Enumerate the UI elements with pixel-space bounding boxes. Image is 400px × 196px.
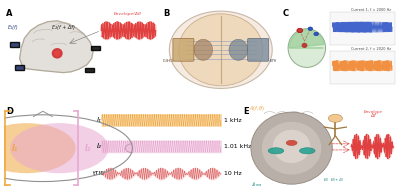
Text: 10 Hz: 10 Hz — [224, 171, 241, 176]
Polygon shape — [289, 30, 324, 48]
Circle shape — [169, 11, 272, 88]
FancyBboxPatch shape — [10, 42, 19, 47]
Text: $E_{TH}$: $E_{TH}$ — [269, 57, 278, 65]
Polygon shape — [20, 21, 93, 73]
Ellipse shape — [10, 123, 109, 173]
Text: D: D — [6, 107, 13, 116]
Text: $E_0\ \ E_0\!+\!\mathcal{E}_0$: $E_0\ \ E_0\!+\!\mathcal{E}_0$ — [323, 177, 344, 184]
Ellipse shape — [194, 39, 213, 60]
Circle shape — [308, 27, 313, 30]
Ellipse shape — [262, 122, 321, 174]
Ellipse shape — [229, 39, 248, 60]
Text: I₂: I₂ — [96, 143, 101, 149]
Text: $\Delta f$: $\Delta f$ — [370, 111, 378, 119]
Text: tTIS: tTIS — [93, 171, 105, 176]
Text: 1.01 kHz: 1.01 kHz — [224, 144, 251, 149]
Ellipse shape — [179, 14, 263, 86]
Circle shape — [314, 32, 318, 36]
Ellipse shape — [54, 50, 60, 56]
Ellipse shape — [52, 48, 63, 59]
Text: I₁: I₁ — [12, 144, 18, 153]
Text: 1 kHz: 1 kHz — [224, 118, 241, 122]
Text: Current 2, f = 2020 Hz: Current 2, f = 2020 Hz — [351, 47, 391, 51]
Text: $\mathcal{E}_{trea}$: $\mathcal{E}_{trea}$ — [251, 180, 262, 189]
Text: E: E — [243, 107, 249, 116]
Text: Current 1, f = 2000 Hz: Current 1, f = 2000 Hz — [351, 8, 391, 12]
Text: $A(f,\theta)$: $A(f,\theta)$ — [249, 104, 266, 113]
FancyBboxPatch shape — [330, 51, 395, 84]
FancyBboxPatch shape — [15, 64, 24, 70]
FancyBboxPatch shape — [248, 38, 269, 61]
Circle shape — [297, 28, 303, 33]
FancyBboxPatch shape — [330, 13, 395, 45]
Text: E₁(f): E₁(f) — [8, 25, 19, 30]
Ellipse shape — [251, 112, 332, 184]
Text: A: A — [6, 8, 12, 17]
Circle shape — [328, 114, 342, 122]
Ellipse shape — [302, 43, 308, 48]
Text: I₂: I₂ — [84, 144, 91, 153]
Text: Envelope: Envelope — [364, 110, 383, 114]
FancyBboxPatch shape — [91, 46, 100, 50]
Ellipse shape — [268, 148, 284, 154]
Text: I₁: I₁ — [96, 117, 101, 123]
Polygon shape — [288, 29, 326, 67]
Ellipse shape — [300, 148, 315, 154]
FancyBboxPatch shape — [85, 68, 94, 72]
Ellipse shape — [0, 123, 76, 173]
FancyBboxPatch shape — [173, 38, 194, 61]
Ellipse shape — [286, 140, 297, 145]
Text: E₂(f + Δf): E₂(f + Δf) — [52, 25, 75, 30]
Text: Envelope(Δf): Envelope(Δf) — [114, 12, 142, 16]
Text: $I_1(H_1)$: $I_1(H_1)$ — [162, 57, 175, 65]
Text: C: C — [282, 8, 288, 17]
Text: B: B — [164, 8, 170, 17]
Ellipse shape — [273, 130, 310, 163]
